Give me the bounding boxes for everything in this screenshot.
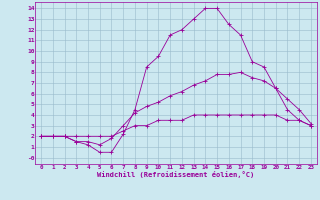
X-axis label: Windchill (Refroidissement éolien,°C): Windchill (Refroidissement éolien,°C) [97, 171, 255, 178]
